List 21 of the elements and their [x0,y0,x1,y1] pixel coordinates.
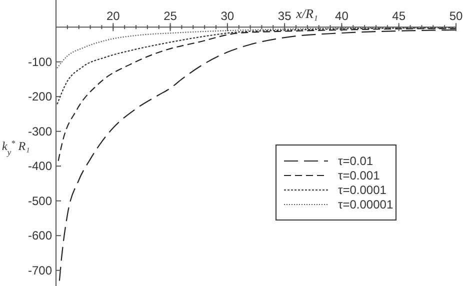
y-tick-label: -100 [28,54,52,69]
x-tick-label: 20 [106,9,120,24]
line-series [56,27,456,105]
y-tick-label: -700 [28,263,52,278]
x-tick-label: 25 [164,9,178,24]
x-tick-label: 35 [278,9,292,24]
legend-label: τ=0.0001 [338,183,387,197]
legend-label: τ=0.01 [338,154,374,168]
x-axis-title: x/R₁ [295,6,318,21]
legend-label: τ=0.00001 [338,198,394,212]
x-tick-label: 30 [220,9,234,24]
legend-label: τ=0.001 [338,168,380,182]
x-tick-label: 40 [335,9,349,24]
y-tick-label: -600 [28,228,52,243]
x-tick-label: 50 [449,9,463,24]
y-tick-label: -200 [28,90,52,104]
y-tick-label: -400 [28,159,52,174]
x-tick-label: 45 [392,9,406,24]
y-tick-label: -300 [28,124,52,138]
y-axis-title: k$_{y}$$^{*}$ R₁ [2,138,30,156]
y-tick-label: -500 [28,194,52,208]
